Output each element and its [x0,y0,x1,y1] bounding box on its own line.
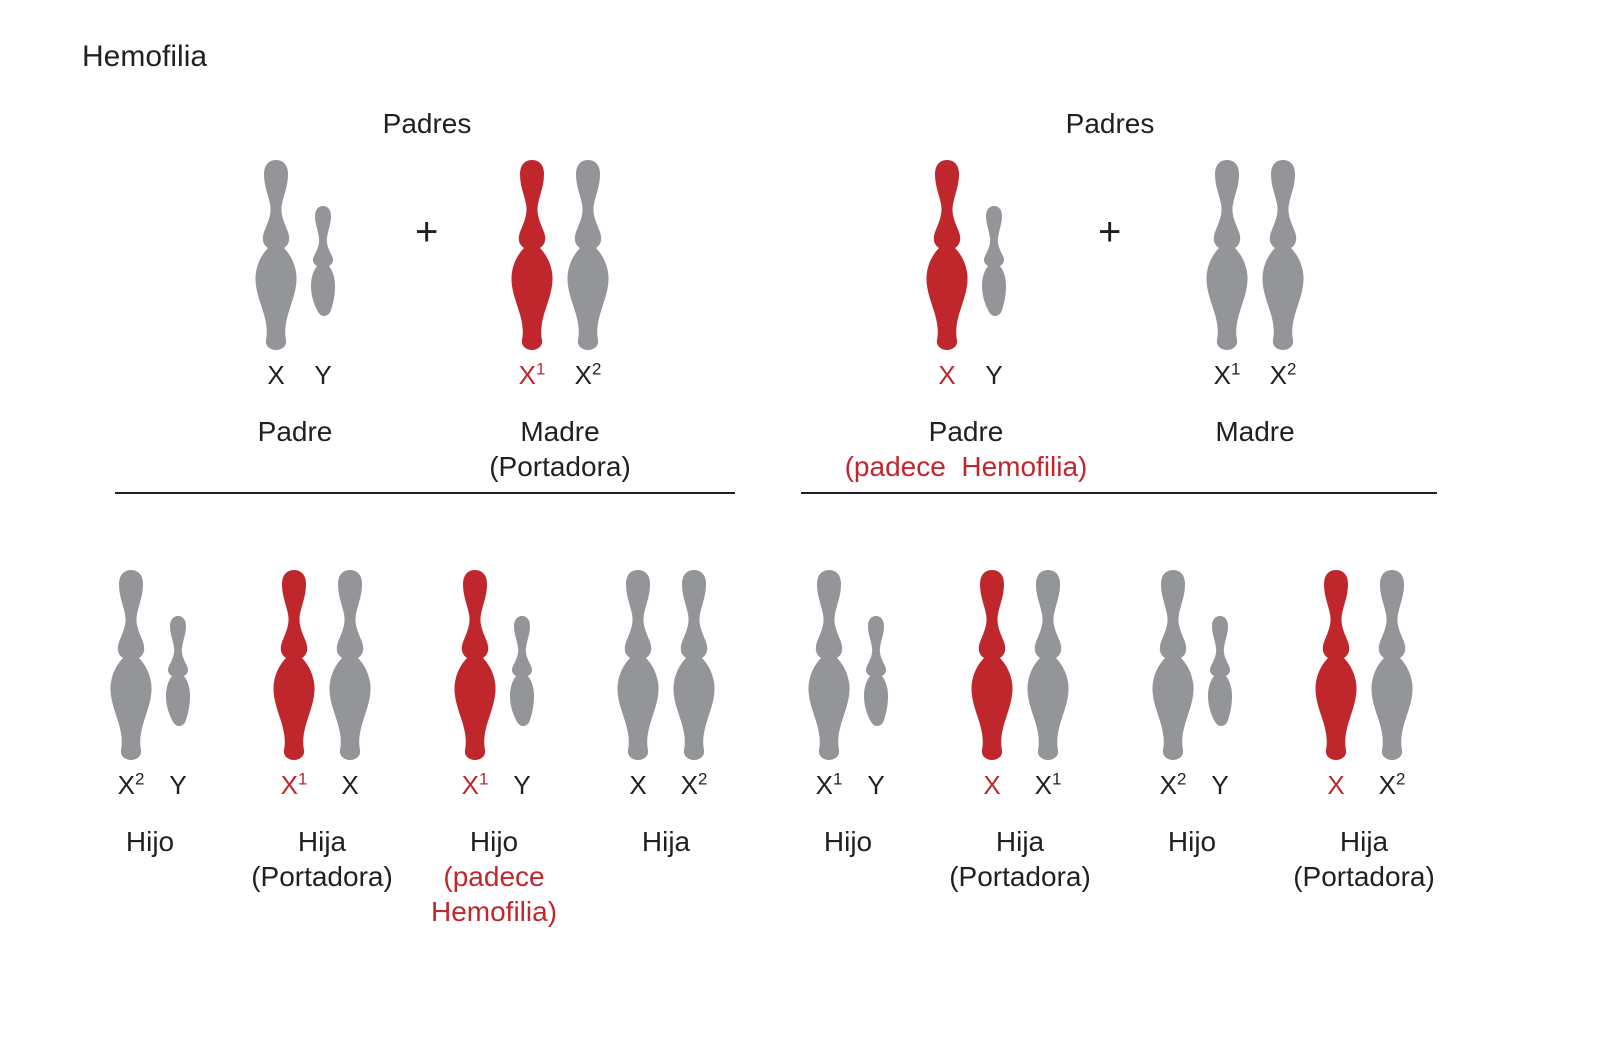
chromosome-large-icon [1261,160,1305,350]
chromosome-large-icon [254,160,298,350]
chromosome-small-icon [981,206,1007,316]
section-header: Padres [347,108,507,140]
chromosome-small-icon [509,616,535,726]
person-label: Hija (Portadora) [1234,824,1494,894]
person-label-extra: (padece Hemofilia) [816,449,1116,484]
chromosome-small-icon [863,616,889,726]
chromosome-large-icon [672,570,716,760]
chromosome-small-icon [1207,616,1233,726]
chromosome-large-icon [272,570,316,760]
chromosome-label: X1 [1202,360,1252,391]
chromosome-large-icon [510,160,554,350]
chromosome-large-icon [1151,570,1195,760]
chromosome-large-icon [109,570,153,760]
chromosome-large-icon [328,570,372,760]
page-title: Hemofilia [82,40,207,74]
chromosome-label: X [251,360,301,391]
chromosome-label: X [922,360,972,391]
chromosome-large-icon [453,570,497,760]
chromosome-large-icon [1205,160,1249,350]
chromosome-large-icon [566,160,610,350]
chromosome-label: Y [851,770,901,801]
person-label: Madre [1125,414,1385,449]
chromosome-label: X2 [563,360,613,391]
chromosome-label: X2 [1148,770,1198,801]
person-label: Madre (Portadora) [430,414,690,484]
chromosome-large-icon [925,160,969,350]
chromosome-large-icon [1026,570,1070,760]
plus-icon: + [415,210,438,255]
chromosome-label: X [613,770,663,801]
chromosome-large-icon [616,570,660,760]
chromosome-label: Y [497,770,547,801]
chromosome-label: X1 [1023,770,1073,801]
divider [115,492,735,494]
chromosome-large-icon [970,570,1014,760]
chromosome-label: X1 [507,360,557,391]
person-label-extra: (padece Hemofilia) [344,859,644,929]
chromosome-label: X2 [106,770,156,801]
person-label: Padre [836,414,1096,449]
chromosome-label: X1 [804,770,854,801]
chromosome-label: X [967,770,1017,801]
chromosome-label: X [325,770,375,801]
chromosome-label: X2 [669,770,719,801]
chromosome-label: Y [153,770,203,801]
divider [801,492,1437,494]
chromosome-label: X2 [1258,360,1308,391]
plus-icon: + [1098,210,1121,255]
chromosome-large-icon [807,570,851,760]
chromosome-label: Y [969,360,1019,391]
chromosome-label: X2 [1367,770,1417,801]
chromosome-large-icon [1370,570,1414,760]
person-label: Padre [165,414,425,449]
chromosome-label: X [1311,770,1361,801]
chromosome-small-icon [310,206,336,316]
chromosome-label: X1 [269,770,319,801]
chromosome-label: Y [298,360,348,391]
chromosome-large-icon [1314,570,1358,760]
section-header: Padres [1030,108,1190,140]
chromosome-label: Y [1195,770,1245,801]
diagram-root: Hemofilia PadresPadres++XYPadreX1X2Madre… [0,0,1600,1042]
chromosome-label: X1 [450,770,500,801]
chromosome-small-icon [165,616,191,726]
